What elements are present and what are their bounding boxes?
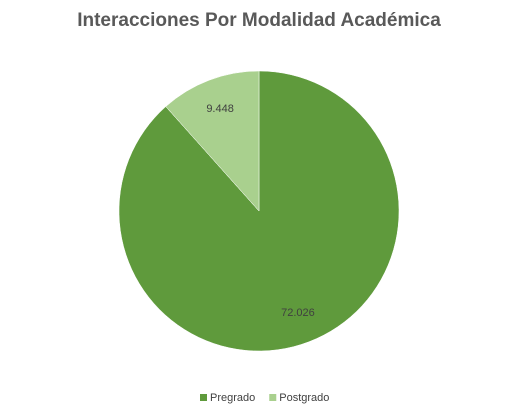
legend-swatch bbox=[269, 394, 277, 401]
pie-slice bbox=[165, 70, 260, 212]
data-label: 72.026 bbox=[281, 307, 315, 319]
legend-label: Postgrado bbox=[279, 392, 329, 404]
legend-label: Pregrado bbox=[210, 392, 255, 404]
chart-title: Interacciones Por Modalidad Académica bbox=[77, 10, 441, 31]
data-label: 9.448 bbox=[206, 103, 234, 115]
legend-swatch bbox=[200, 394, 207, 401]
